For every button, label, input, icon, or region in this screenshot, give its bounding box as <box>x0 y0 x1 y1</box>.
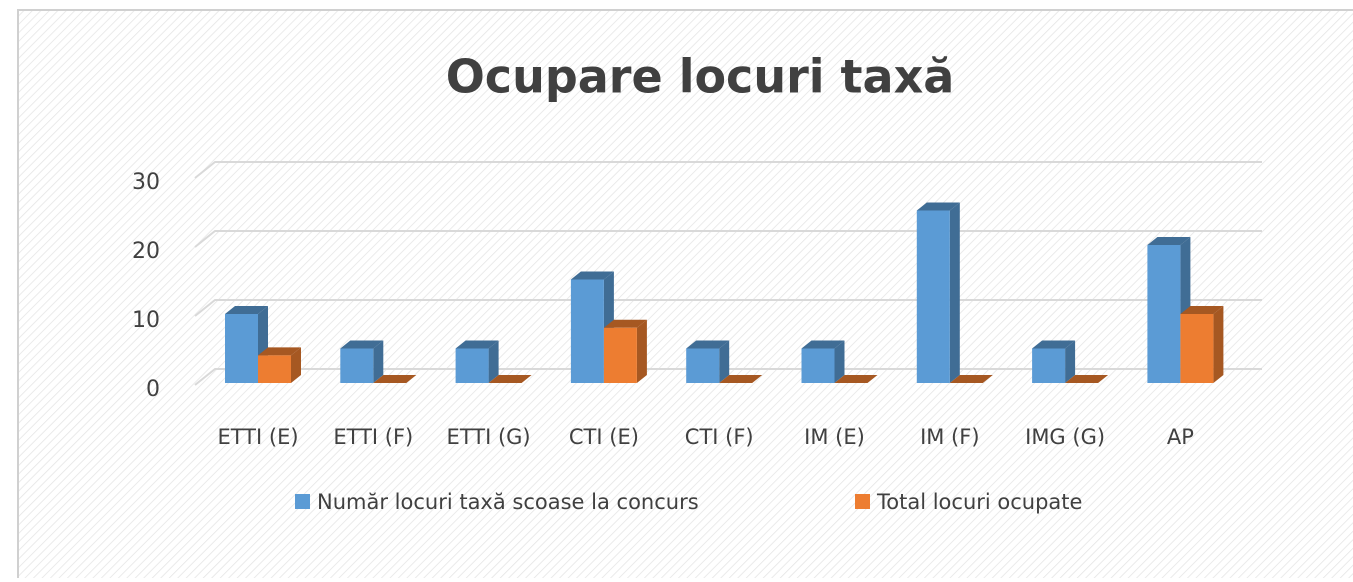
chart-title: Ocupare locuri taxă <box>446 50 955 104</box>
bar-top <box>834 375 878 383</box>
bar <box>570 279 604 383</box>
bar <box>1147 245 1181 383</box>
bar <box>1032 348 1066 383</box>
labels: 0 10 20 30 ETTI (E) ETTI (F) ETTI (G) CTI (E) CT… <box>132 170 1194 514</box>
grid <box>194 161 1262 386</box>
bar-top <box>1032 340 1076 349</box>
y-tick-label: 20 <box>132 239 160 264</box>
x-tick-label: ETTI (G) <box>447 425 531 449</box>
bar-side <box>719 340 730 383</box>
bar-top <box>801 340 845 349</box>
grid-line <box>194 299 1262 317</box>
legend-swatch <box>295 494 310 509</box>
bar-side <box>488 340 499 383</box>
bar-side <box>1065 340 1076 383</box>
bar <box>340 348 374 383</box>
legend-swatch <box>855 494 870 509</box>
grid-line <box>194 368 1262 386</box>
bar-top <box>949 375 993 383</box>
bar-top <box>719 375 763 383</box>
bar <box>1180 314 1214 383</box>
bar-side <box>291 347 301 383</box>
bar-side <box>834 340 845 383</box>
y-tick-label: 10 <box>132 308 160 333</box>
bar-side <box>949 202 960 383</box>
bar <box>801 348 835 383</box>
bars <box>225 202 1224 383</box>
bar <box>258 355 291 383</box>
legend-label: Total locuri ocupate <box>876 490 1082 514</box>
bar <box>225 314 258 383</box>
y-tick-label: 30 <box>132 170 160 195</box>
bar-side <box>373 340 384 383</box>
grid-line <box>194 230 1262 248</box>
bar-top <box>686 340 730 349</box>
x-tick-label: IM (F) <box>920 425 979 449</box>
bar-top <box>1065 375 1109 383</box>
bar-top <box>340 340 384 349</box>
x-tick-label: AP <box>1167 425 1194 449</box>
bar-top <box>603 319 647 328</box>
x-tick-label: IM (E) <box>804 425 865 449</box>
bar-top <box>916 202 960 211</box>
x-tick-label: ETTI (F) <box>333 425 413 449</box>
x-tick-label: CTI (F) <box>685 425 754 449</box>
bar-top <box>488 375 532 383</box>
bar-top <box>258 347 301 356</box>
bar-top <box>570 271 614 280</box>
bar-top <box>225 306 268 314</box>
x-tick-label: CTI (E) <box>569 425 639 449</box>
bar <box>916 210 950 383</box>
bar-top <box>455 340 499 349</box>
x-tick-label: ETTI (E) <box>217 425 298 449</box>
chart-area <box>17 9 1353 582</box>
bar-side <box>636 319 647 383</box>
grid-line <box>194 161 1262 179</box>
legend-label: Număr locuri taxă scoase la concurs <box>317 490 699 514</box>
x-tick-label: IMG (G) <box>1025 425 1105 449</box>
y-tick-label: 0 <box>146 377 160 402</box>
bar-top <box>1180 306 1224 314</box>
bar-side <box>1213 306 1224 383</box>
bar <box>603 327 637 383</box>
bar <box>455 348 489 383</box>
bar-top <box>1147 237 1191 245</box>
bar-top <box>373 375 417 383</box>
bar <box>686 348 720 383</box>
